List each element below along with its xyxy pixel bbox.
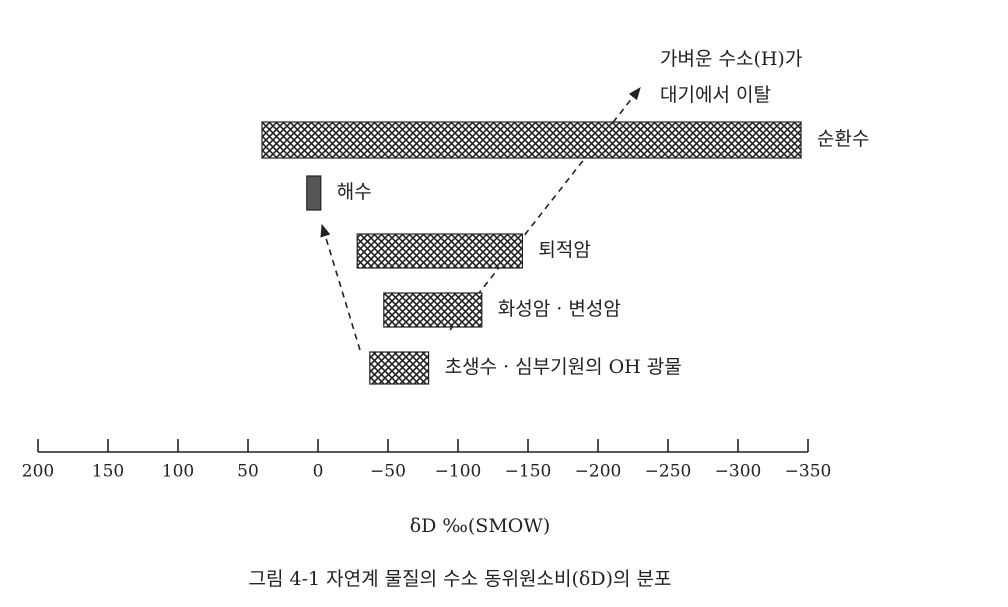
- bar: [383, 292, 483, 328]
- bar: [356, 233, 524, 269]
- bar-label: 초생수 · 심부기원의 OH 광물: [445, 356, 682, 378]
- x-tick-label: −300: [715, 462, 762, 482]
- bar: [306, 175, 322, 211]
- annotation: 가벼운 수소(H)가: [660, 48, 802, 70]
- bar-label: 화성암 · 변성암: [498, 298, 621, 320]
- x-tick-label: −250: [645, 462, 692, 482]
- x-tick-label: 100: [162, 462, 194, 482]
- x-tick-label: 150: [92, 462, 124, 482]
- bar-label: 순환수: [817, 128, 869, 150]
- x-tick-label: 50: [237, 462, 259, 482]
- x-tick-label: 0: [313, 462, 324, 482]
- x-tick-label: 200: [22, 462, 54, 482]
- x-tick-label: −50: [370, 462, 406, 482]
- x-axis-label: δD ‰(SMOW): [410, 515, 551, 537]
- x-tick-label: −350: [785, 462, 832, 482]
- bar: [261, 121, 802, 159]
- chart-title: 그림 4-1 자연계 물질의 수소 동위원소비(δD)의 분포: [249, 568, 672, 590]
- bar-label: 퇴적암: [538, 239, 590, 261]
- x-tick-label: −150: [505, 462, 552, 482]
- bar: [369, 351, 430, 385]
- x-tick-label: −100: [435, 462, 482, 482]
- x-tick-label: −200: [575, 462, 622, 482]
- arrow: [320, 223, 361, 351]
- bar-label: 해수: [337, 181, 372, 203]
- annotation: 대기에서 이탈: [660, 84, 771, 106]
